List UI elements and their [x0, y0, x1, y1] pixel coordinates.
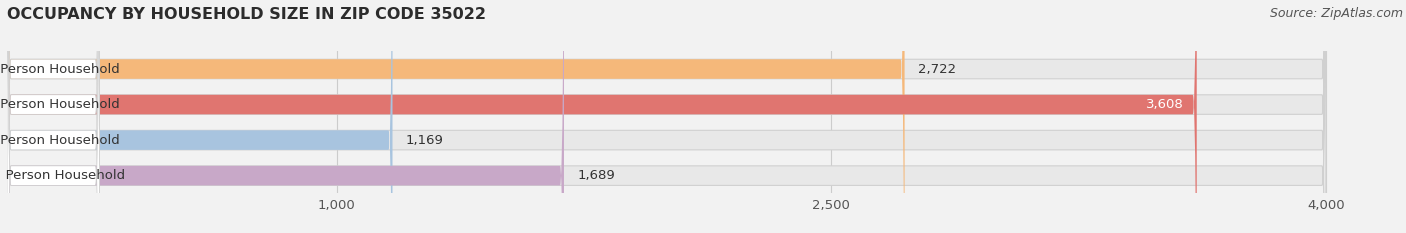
Text: 4+ Person Household: 4+ Person Household: [0, 169, 125, 182]
FancyBboxPatch shape: [7, 0, 564, 233]
FancyBboxPatch shape: [7, 0, 1326, 233]
Text: 1,689: 1,689: [576, 169, 614, 182]
FancyBboxPatch shape: [7, 0, 100, 233]
FancyBboxPatch shape: [7, 0, 1326, 233]
FancyBboxPatch shape: [7, 0, 100, 233]
Text: 2,722: 2,722: [918, 62, 956, 75]
FancyBboxPatch shape: [7, 0, 1326, 233]
FancyBboxPatch shape: [7, 0, 1326, 233]
FancyBboxPatch shape: [7, 0, 100, 233]
Text: 2-Person Household: 2-Person Household: [0, 98, 120, 111]
FancyBboxPatch shape: [7, 0, 100, 233]
Text: 3,608: 3,608: [1146, 98, 1184, 111]
FancyBboxPatch shape: [7, 0, 392, 233]
FancyBboxPatch shape: [7, 0, 904, 233]
FancyBboxPatch shape: [7, 0, 1197, 233]
Text: Source: ZipAtlas.com: Source: ZipAtlas.com: [1270, 7, 1403, 20]
Text: 3-Person Household: 3-Person Household: [0, 134, 120, 147]
Text: 1-Person Household: 1-Person Household: [0, 62, 120, 75]
Text: OCCUPANCY BY HOUSEHOLD SIZE IN ZIP CODE 35022: OCCUPANCY BY HOUSEHOLD SIZE IN ZIP CODE …: [7, 7, 486, 22]
Text: 1,169: 1,169: [406, 134, 443, 147]
